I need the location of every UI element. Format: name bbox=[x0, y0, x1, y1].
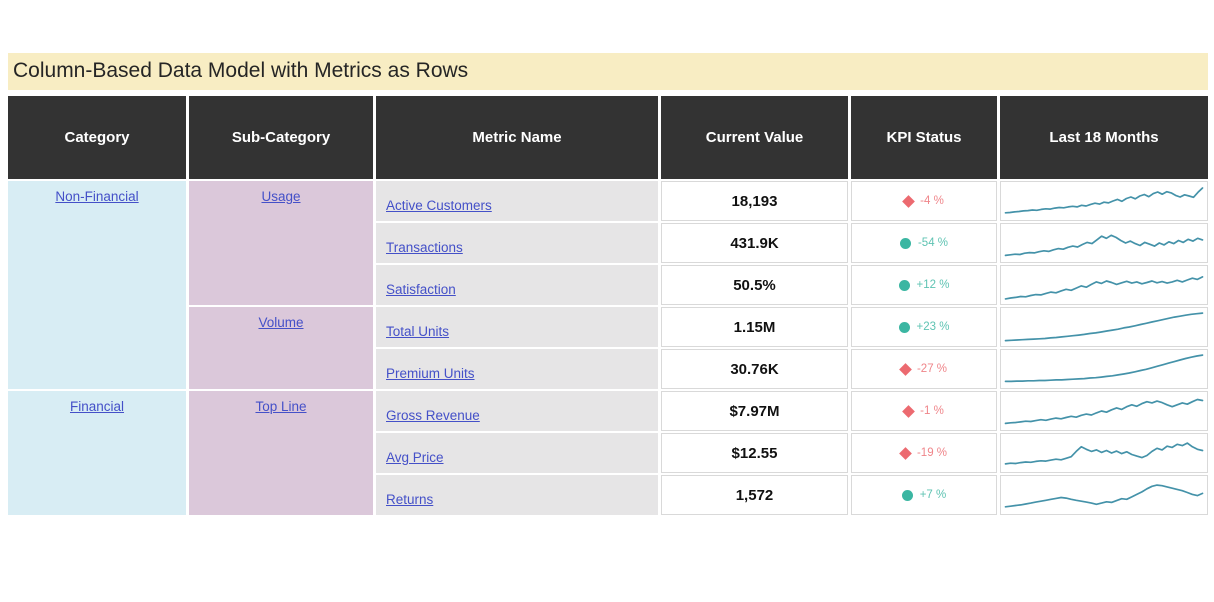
metric-cell: Returns bbox=[376, 475, 658, 516]
metric-cell: Avg Price bbox=[376, 433, 658, 474]
sparkline-chart bbox=[1004, 484, 1204, 508]
sparkline-chart bbox=[1004, 398, 1204, 425]
subcategory-cell-volume: Volume bbox=[189, 307, 373, 390]
kpi-status: +12 % bbox=[851, 265, 997, 306]
column-header-metric-name[interactable]: Metric Name bbox=[376, 96, 658, 180]
sparkline-cell bbox=[1000, 307, 1208, 348]
kpi-status-value: -27 % bbox=[916, 363, 948, 376]
kpi-status-value: +12 % bbox=[916, 279, 950, 292]
metric-cell: Transactions bbox=[376, 223, 658, 264]
metric-link[interactable]: Gross Revenue bbox=[386, 408, 480, 424]
sparkline-chart bbox=[1004, 354, 1204, 383]
current-value: 30.76K bbox=[661, 349, 848, 390]
kpi-status: -4 % bbox=[851, 181, 997, 222]
sparkline-chart bbox=[1004, 276, 1204, 300]
column-header-sub-category[interactable]: Sub-Category bbox=[189, 96, 373, 180]
sparkline-cell bbox=[1000, 349, 1208, 390]
metric-link[interactable]: Premium Units bbox=[386, 366, 475, 382]
subcategory-link[interactable]: Top Line bbox=[255, 399, 307, 415]
kpi-circle-icon bbox=[898, 321, 910, 333]
subcategory-cell-usage: Usage bbox=[189, 181, 373, 306]
column-header-kpi-status[interactable]: KPI Status bbox=[851, 96, 997, 180]
column-header-last-18-months[interactable]: Last 18 Months bbox=[1000, 96, 1208, 180]
metric-link[interactable]: Active Customers bbox=[386, 198, 492, 214]
kpi-status: -54 % bbox=[851, 223, 997, 264]
kpi-circle-icon bbox=[901, 489, 913, 501]
sparkline-cell bbox=[1000, 265, 1208, 306]
kpi-status: +7 % bbox=[851, 475, 997, 516]
sparkline-cell bbox=[1000, 223, 1208, 264]
sparkline-cell bbox=[1000, 181, 1208, 222]
metric-cell: Premium Units bbox=[376, 349, 658, 390]
current-value: 50.5% bbox=[661, 265, 848, 306]
sparkline-cell bbox=[1000, 433, 1208, 474]
kpi-status: -1 % bbox=[851, 391, 997, 432]
column-header-current-value[interactable]: Current Value bbox=[661, 96, 848, 180]
metrics-table: Category Sub-Category Metric Name Curren… bbox=[8, 96, 1208, 516]
visual-title: Column-Based Data Model with Metrics as … bbox=[8, 53, 1208, 91]
kpi-circle-icon bbox=[898, 279, 910, 291]
sparkline-cell bbox=[1000, 391, 1208, 432]
kpi-status-value: -54 % bbox=[917, 237, 949, 250]
kpi-status-value: +23 % bbox=[916, 321, 950, 334]
subcategory-link[interactable]: Volume bbox=[258, 315, 304, 331]
kpi-status-value: +7 % bbox=[919, 489, 947, 502]
kpi-status-value: -4 % bbox=[920, 195, 944, 208]
kpi-status: -19 % bbox=[851, 433, 997, 474]
subcategory-link[interactable]: Usage bbox=[261, 189, 301, 205]
sparkline-chart bbox=[1004, 442, 1204, 465]
kpi-diamond-icon bbox=[899, 362, 912, 376]
metric-link[interactable]: Returns bbox=[386, 492, 434, 508]
sparkline-cell bbox=[1000, 475, 1208, 516]
kpi-status: -27 % bbox=[851, 349, 997, 390]
metric-link[interactable]: Transactions bbox=[386, 240, 463, 256]
sparkline-chart bbox=[1004, 312, 1204, 342]
kpi-diamond-icon bbox=[902, 194, 916, 208]
metric-cell: Active Customers bbox=[376, 181, 658, 222]
metric-cell: Satisfaction bbox=[376, 265, 658, 306]
sparkline-chart bbox=[1004, 187, 1204, 214]
kpi-status-value: -19 % bbox=[916, 447, 948, 460]
column-header-category[interactable]: Category bbox=[8, 96, 186, 180]
subcategory-cell-top-line: Top Line bbox=[189, 391, 373, 516]
metric-link[interactable]: Total Units bbox=[386, 324, 450, 340]
metric-link[interactable]: Avg Price bbox=[386, 450, 444, 466]
category-link[interactable]: Non-Financial bbox=[55, 189, 139, 205]
current-value: $12.55 bbox=[661, 433, 848, 474]
current-value: 431.9K bbox=[661, 223, 848, 264]
current-value: 1,572 bbox=[661, 475, 848, 516]
metric-cell: Gross Revenue bbox=[376, 391, 658, 432]
report-page: Column-Based Data Model with Metrics as … bbox=[8, 53, 1208, 516]
current-value: 1.15M bbox=[661, 307, 848, 348]
kpi-circle-icon bbox=[899, 237, 911, 249]
category-cell-financial: Financial bbox=[8, 391, 186, 516]
current-value: 18,193 bbox=[661, 181, 848, 222]
current-value: $7.97M bbox=[661, 391, 848, 432]
category-link[interactable]: Financial bbox=[69, 399, 125, 415]
kpi-diamond-icon bbox=[899, 446, 912, 460]
kpi-status-value: -1 % bbox=[920, 405, 944, 418]
kpi-status: +23 % bbox=[851, 307, 997, 348]
metric-link[interactable]: Satisfaction bbox=[386, 282, 456, 298]
metric-cell: Total Units bbox=[376, 307, 658, 348]
sparkline-chart bbox=[1004, 234, 1204, 257]
category-cell-non-financial: Non-Financial bbox=[8, 181, 186, 390]
kpi-diamond-icon bbox=[902, 404, 916, 418]
